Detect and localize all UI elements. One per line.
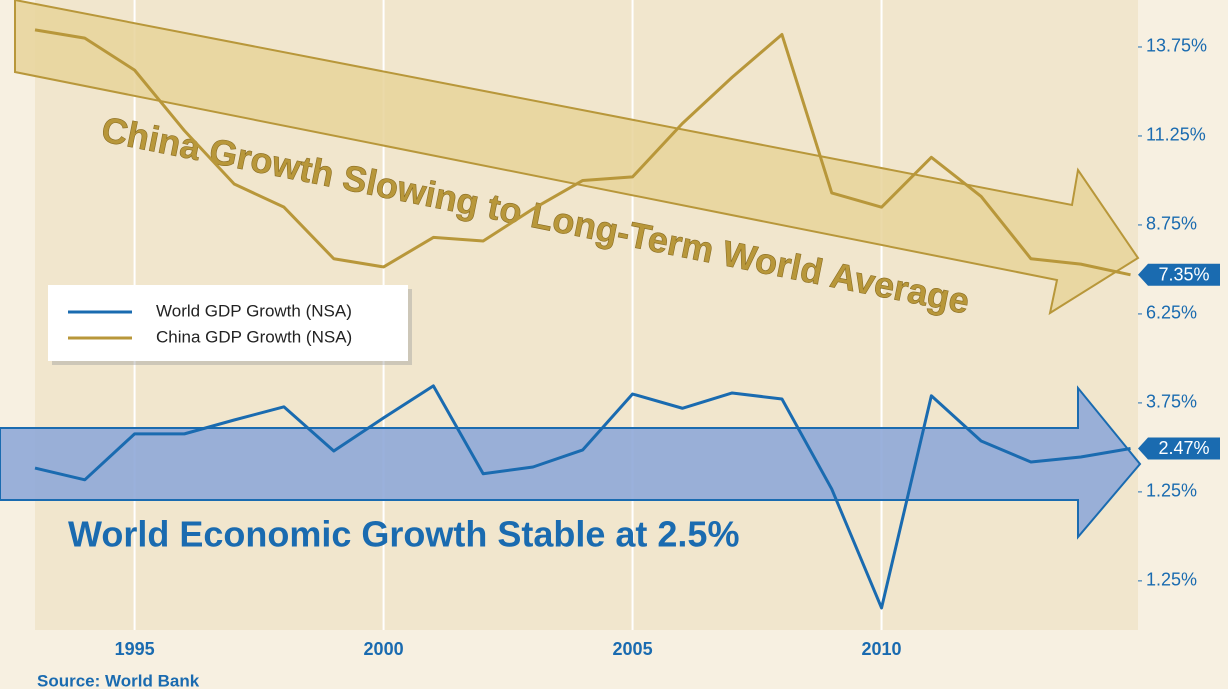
series-line xyxy=(34,384,1131,610)
value-label: 7.35% xyxy=(1158,265,1209,285)
y-tick-label: 3.75% xyxy=(1146,392,1197,412)
legend-box xyxy=(48,285,408,361)
world-arrow xyxy=(0,385,1142,540)
world-annotation: World Economic Growth Stable at 2.5% xyxy=(68,514,739,555)
x-tick-label: 2010 xyxy=(862,639,902,659)
y-tick-label: 1.25% xyxy=(1146,481,1197,501)
y-tick-label: 13.75% xyxy=(1146,36,1207,56)
x-tick-label: 2005 xyxy=(613,639,653,659)
value-label: 2.47% xyxy=(1158,438,1209,458)
source: Source: World Bank xyxy=(37,671,200,689)
y-tick-label: 8.75% xyxy=(1146,214,1197,234)
x-tick-label: 2000 xyxy=(364,639,404,659)
series-line xyxy=(34,28,1131,277)
y-tick-label: 6.25% xyxy=(1146,303,1197,323)
y-tick-label: 11.25% xyxy=(1146,125,1206,145)
x-tick-label: 1995 xyxy=(115,639,155,659)
legend-label: China GDP Growth (NSA) xyxy=(156,327,352,346)
legend-label: World GDP Growth (NSA) xyxy=(156,301,352,320)
legend: World GDP Growth (NSA) China GDP Growth … xyxy=(48,285,412,365)
value-label-box xyxy=(1138,263,1220,286)
y-tick-label: 1.25% xyxy=(1146,570,1197,590)
value-label-box xyxy=(1138,437,1220,460)
china-arrow xyxy=(14,0,1140,316)
lines xyxy=(34,28,1131,610)
